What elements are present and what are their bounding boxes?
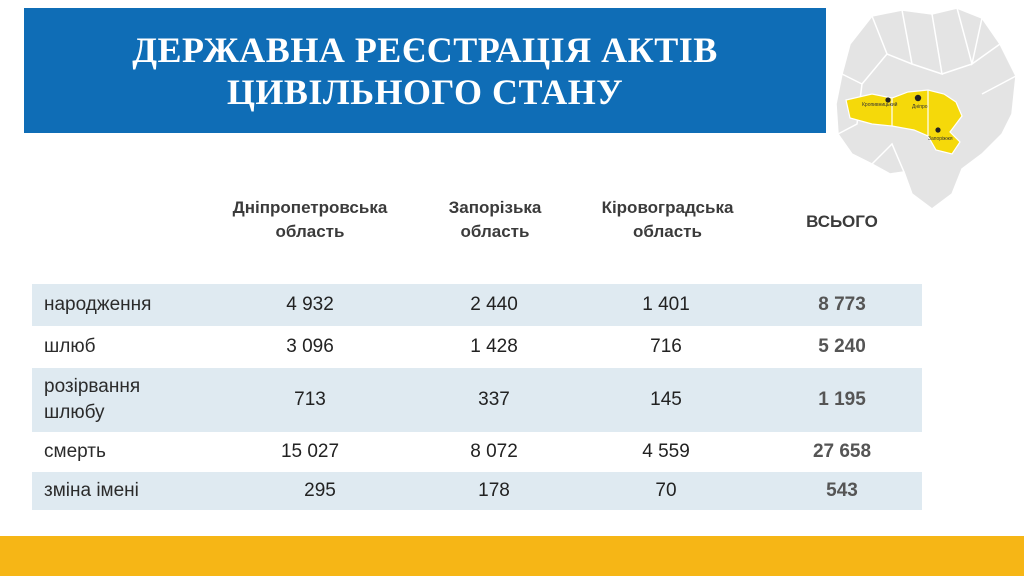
row-label: зміна імені <box>44 480 139 501</box>
column-header-kirovohrad: Кіровоградська область <box>601 198 734 241</box>
row-label: народження <box>44 294 152 315</box>
cell-value: 1 428 <box>470 336 518 357</box>
cell-value: 1 401 <box>642 294 690 315</box>
cell-value: 145 <box>650 389 682 410</box>
map-label-dnipro: Дніпро <box>912 104 928 110</box>
statistics-table: народження 4 932 2 440 1 401 8 773 шлюб … <box>32 284 922 510</box>
column-header-zaporizhzhia: Запорізька область <box>448 198 542 241</box>
column-header-total: ВСЬОГО <box>806 212 878 231</box>
cell-value: 2 440 <box>470 294 518 315</box>
column-headers: Дніпропетровська область Запорізька обла… <box>0 196 1024 252</box>
cell-value: 713 <box>294 389 326 410</box>
map-graphic <box>835 7 1017 210</box>
map-pin-icon <box>914 94 922 102</box>
cell-value: 295 <box>304 480 336 501</box>
cell-value: 4 559 <box>642 441 690 462</box>
table-row: шлюб 3 096 1 428 716 5 240 <box>32 326 922 368</box>
cell-total: 5 240 <box>818 336 866 357</box>
footer-bar <box>0 536 1024 576</box>
title-line-2: ЦИВІЛЬНОГО СТАНУ <box>226 71 624 112</box>
cell-value: 178 <box>478 480 510 501</box>
row-label: смерть <box>44 441 106 462</box>
cell-total: 8 773 <box>818 294 866 315</box>
title-line-1: ДЕРЖАВНА РЕЄСТРАЦІЯ АКТІВ <box>132 29 718 70</box>
table-row: зміна імені 295 178 70 543 <box>32 472 922 510</box>
cell-total: 27 658 <box>812 441 872 462</box>
table-row: смерть 15 027 8 072 4 559 27 658 <box>32 432 922 472</box>
cell-value: 4 932 <box>286 294 334 315</box>
cell-total: 543 <box>826 480 858 501</box>
column-header-dnipropetrovsk: Дніпропетровська область <box>232 198 388 241</box>
row-label: розірвання шлюбу <box>44 376 141 423</box>
row-label: шлюб <box>44 336 96 357</box>
cell-value: 8 072 <box>470 441 518 462</box>
ukraine-region-map: Кропивницький Дніпро Запоріжжя <box>832 4 1020 214</box>
map-label-kropyvnytskyi: Кропивницький <box>862 102 898 108</box>
cell-value: 70 <box>655 480 677 501</box>
map-pin-icon <box>935 127 941 133</box>
cell-total: 1 195 <box>818 389 866 410</box>
cell-value: 3 096 <box>286 336 334 357</box>
table-row: народження 4 932 2 440 1 401 8 773 <box>32 284 922 326</box>
cell-value: 15 027 <box>280 441 340 462</box>
cell-value: 337 <box>478 389 510 410</box>
highlighted-regions <box>845 89 963 155</box>
cell-value: 716 <box>650 336 682 357</box>
map-pin-icon <box>885 97 891 103</box>
table-row: розірвання шлюбу 713 337 145 1 195 <box>32 368 922 432</box>
title-banner: ДЕРЖАВНА РЕЄСТРАЦІЯ АКТІВ ЦИВІЛЬНОГО СТА… <box>24 8 826 133</box>
map-label-zaporizhzhia: Запоріжжя <box>928 136 953 142</box>
